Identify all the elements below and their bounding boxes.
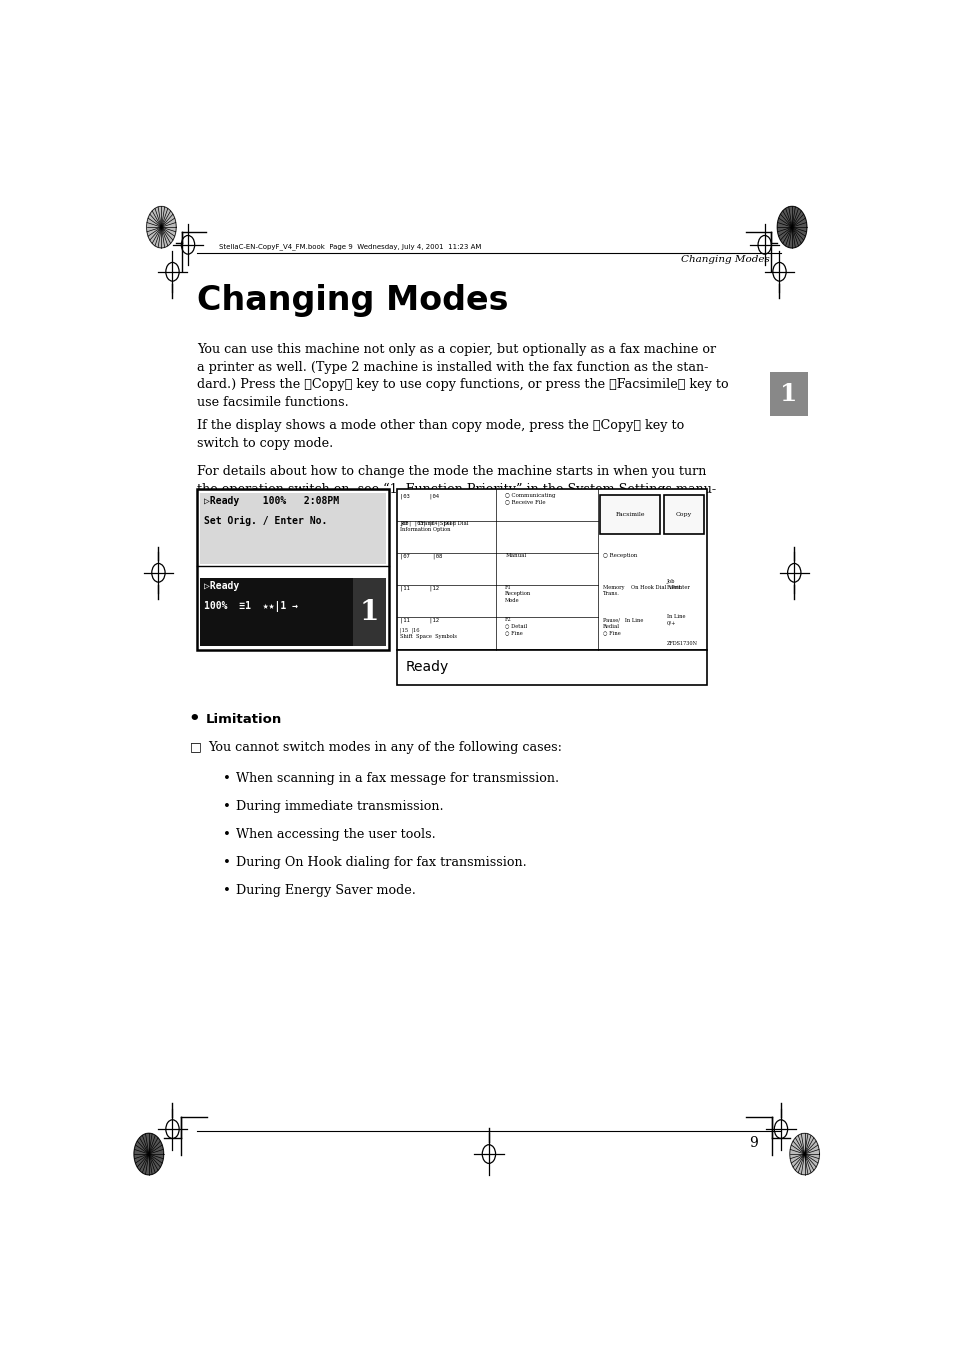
Bar (599, 495, 659, 534)
Text: If the display shows a mode other than copy mode, press the 【Copy】 key to
switch: If the display shows a mode other than c… (196, 419, 683, 450)
Text: Copy: Copy (675, 512, 691, 518)
Text: During Energy Saver mode.: During Energy Saver mode. (235, 884, 416, 896)
Text: □: □ (190, 740, 202, 754)
Text: Facsimile: Facsimile (615, 512, 644, 518)
Bar (769, 372, 807, 417)
Text: Limitation: Limitation (206, 713, 282, 725)
Text: •: • (222, 856, 231, 869)
Bar (199, 493, 386, 563)
Text: |EF| |03| |04| |X1|: |EF| |03| |04| |X1| (400, 520, 455, 527)
Text: In Line
0/+: In Line 0/+ (666, 615, 684, 625)
Bar (199, 578, 386, 647)
Text: Job      Trans.   Speed Dial
Information Option: Job Trans. Speed Dial Information Option (400, 520, 468, 532)
Text: F2
○ Detail
○ Fine: F2 ○ Detail ○ Fine (505, 617, 527, 635)
Text: ZFDS1730N: ZFDS1730N (666, 642, 697, 647)
Text: 9: 9 (748, 1135, 758, 1150)
Polygon shape (789, 1134, 819, 1175)
Text: 1: 1 (780, 383, 797, 406)
Text: Changing Modes: Changing Modes (196, 284, 508, 317)
Polygon shape (147, 206, 176, 248)
Text: 1: 1 (359, 599, 378, 625)
Text: ▷Ready    100%   2:08PM: ▷Ready 100% 2:08PM (204, 496, 339, 507)
Text: During On Hook dialing for fax transmission.: During On Hook dialing for fax transmiss… (235, 856, 526, 869)
Polygon shape (777, 206, 806, 248)
Text: |11      |12: |11 |12 (400, 585, 438, 590)
Text: For details about how to change the mode the machine starts in when you turn
the: For details about how to change the mode… (196, 465, 716, 514)
Text: |15  |16
Shift  Space  Symbols: |15 |16 Shift Space Symbols (400, 628, 456, 639)
Text: ○ Reception: ○ Reception (602, 553, 637, 558)
Text: ○ Communicating
○ Receive File: ○ Communicating ○ Receive File (505, 493, 555, 504)
Text: Pause/   In Line
Redial
○ Fine: Pause/ In Line Redial ○ Fine (602, 617, 642, 635)
Bar (663, 495, 703, 534)
Text: StellaC-EN-CopyF_V4_FM.book  Page 9  Wednesday, July 4, 2001  11:23 AM: StellaC-EN-CopyF_V4_FM.book Page 9 Wedne… (219, 244, 481, 251)
Text: You cannot switch modes in any of the following cases:: You cannot switch modes in any of the fo… (208, 740, 561, 754)
Text: •: • (222, 884, 231, 896)
Polygon shape (134, 1134, 164, 1175)
Bar (396, 650, 706, 685)
Text: When scanning in a fax message for transmission.: When scanning in a fax message for trans… (235, 772, 558, 785)
Text: During immediate transmission.: During immediate transmission. (235, 799, 443, 813)
Text: |07       |08: |07 |08 (400, 553, 442, 558)
Text: Manual: Manual (505, 553, 526, 558)
Text: Changing Modes: Changing Modes (680, 255, 769, 264)
Text: ▷Ready: ▷Ready (204, 581, 239, 590)
Text: |03      |04: |03 |04 (400, 493, 438, 499)
Text: When accessing the user tools.: When accessing the user tools. (235, 828, 436, 841)
Text: Memory    On Hook Dial   Printer
Trans.: Memory On Hook Dial Printer Trans. (602, 585, 689, 596)
Text: |11      |12: |11 |12 (400, 617, 438, 623)
Text: •: • (222, 799, 231, 813)
Text: Ready: Ready (405, 661, 448, 674)
Text: •: • (222, 828, 231, 841)
Text: Set Orig. / Enter No.: Set Orig. / Enter No. (204, 516, 327, 526)
Bar (196, 489, 389, 650)
Text: •: • (188, 710, 199, 728)
Text: 100%  ≡1  ★★|1 →: 100% ≡1 ★★|1 → (204, 600, 298, 612)
Text: Job
Reset: Job Reset (666, 578, 680, 590)
Bar (396, 489, 706, 650)
Text: F1
Reception
Mode: F1 Reception Mode (505, 585, 531, 603)
Text: You can use this machine not only as a copier, but optionally as a fax machine o: You can use this machine not only as a c… (196, 344, 728, 408)
Text: •: • (222, 772, 231, 785)
Bar (353, 578, 386, 647)
